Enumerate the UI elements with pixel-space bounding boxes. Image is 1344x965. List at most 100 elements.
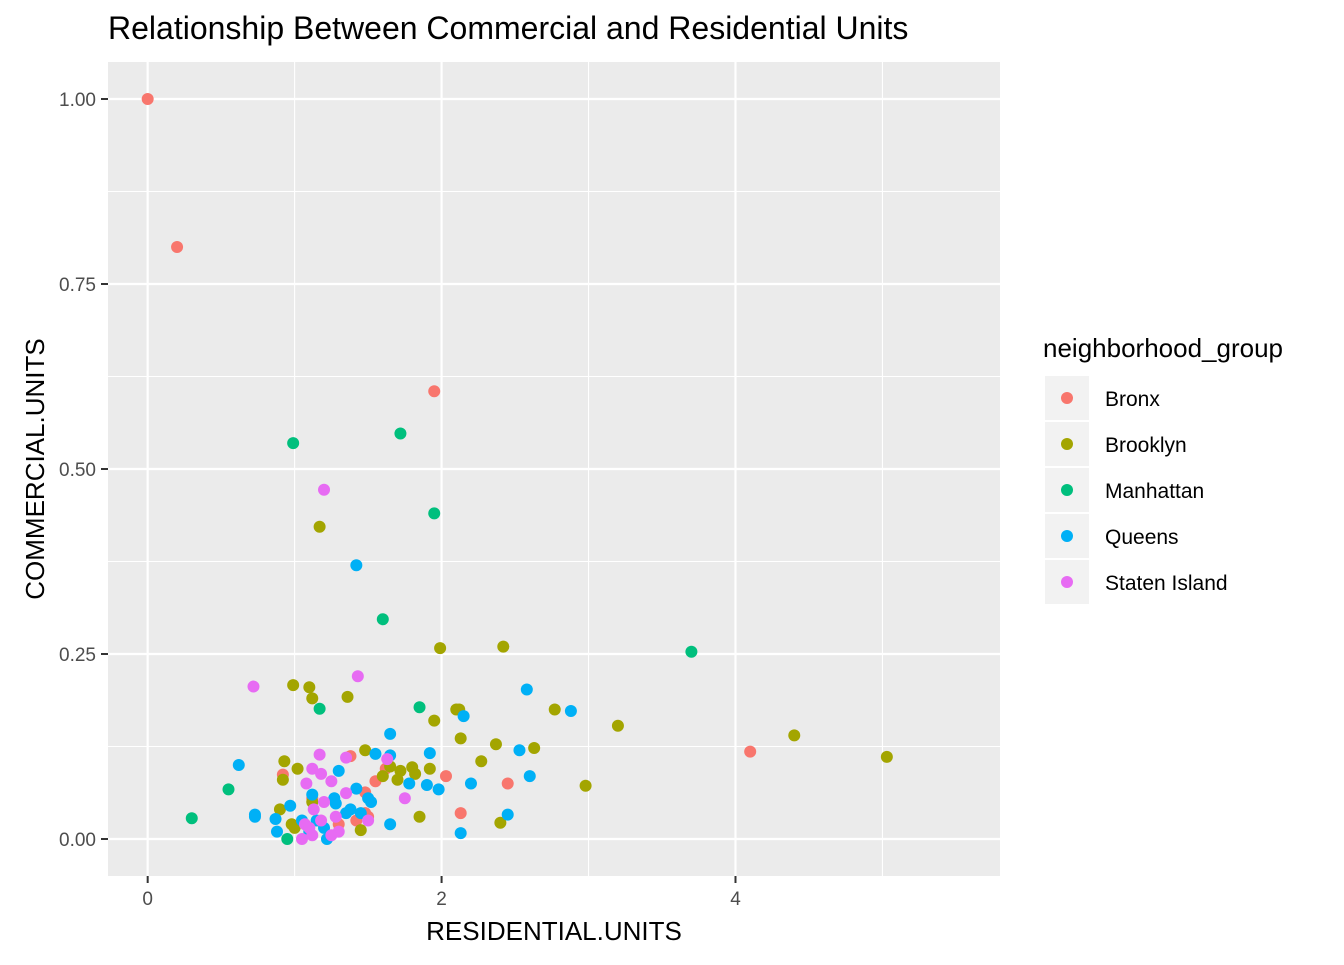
- data-point-staten-island: [313, 748, 326, 761]
- data-point-staten-island: [362, 814, 375, 827]
- chart-title: Relationship Between Commercial and Resi…: [108, 10, 908, 46]
- legend-swatch-queens: [1061, 530, 1073, 542]
- data-point-staten-island: [325, 829, 338, 842]
- data-point-brooklyn: [285, 818, 298, 831]
- data-point-staten-island: [315, 814, 328, 827]
- data-point-queens: [269, 813, 282, 826]
- data-point-queens: [248, 810, 261, 823]
- data-point-queens: [350, 559, 363, 572]
- data-point-queens: [384, 727, 397, 740]
- data-point-brooklyn: [359, 744, 372, 757]
- legend-label-staten-island: Staten Island: [1105, 572, 1228, 595]
- legend-swatch-manhattan: [1061, 484, 1073, 496]
- data-point-queens: [306, 788, 319, 801]
- y-axis: 0.00 0.25 0.50 0.75 1.00: [59, 90, 108, 851]
- data-point-brooklyn: [376, 770, 389, 783]
- data-point-staten-island: [381, 753, 394, 766]
- data-point-brooklyn: [494, 816, 507, 829]
- data-point-manhattan: [428, 507, 441, 520]
- data-point-queens: [369, 747, 382, 760]
- data-point-staten-island: [303, 821, 316, 834]
- data-point-manhattan: [413, 701, 426, 714]
- y-tick-label: 0.50: [59, 460, 96, 481]
- data-point-queens: [329, 797, 342, 810]
- data-point-brooklyn: [409, 767, 422, 780]
- data-point-staten-island: [306, 762, 319, 775]
- legend-items: Bronx Brooklyn Manhattan Queens Staten Islan…: [1045, 376, 1228, 604]
- data-point-brooklyn: [313, 520, 326, 533]
- data-point-staten-island: [318, 483, 331, 496]
- data-point-staten-island: [307, 803, 320, 816]
- data-point-queens: [513, 744, 526, 757]
- data-point-queens: [464, 777, 477, 790]
- data-point-brooklyn: [548, 703, 561, 716]
- data-point-staten-island: [398, 792, 411, 805]
- grid-major: [108, 62, 1000, 876]
- data-point-manhattan: [281, 833, 294, 845]
- data-point-manhattan: [394, 427, 407, 440]
- data-point-bronx: [171, 241, 184, 253]
- y-tick-label: 0.75: [59, 275, 96, 296]
- data-point-bronx: [428, 385, 441, 398]
- data-point-brooklyn: [880, 750, 893, 763]
- legend-label-manhattan: Manhattan: [1105, 480, 1204, 503]
- data-point-brooklyn: [413, 810, 426, 823]
- data-point-queens: [332, 764, 345, 777]
- data-point-staten-island: [340, 751, 353, 764]
- data-point-queens: [270, 825, 283, 838]
- y-tick-label: 0.00: [59, 830, 96, 851]
- data-point-brooklyn: [391, 773, 404, 786]
- data-point-queens: [350, 782, 363, 795]
- data-point-brooklyn: [434, 642, 447, 655]
- data-point-queens: [340, 807, 353, 820]
- data-point-queens: [520, 683, 533, 696]
- legend-label-brooklyn: Brooklyn: [1105, 434, 1187, 457]
- data-point-queens: [403, 777, 416, 790]
- data-points: [141, 93, 893, 845]
- x-tick-label: 0: [142, 889, 153, 910]
- data-point-brooklyn: [611, 719, 624, 732]
- data-point-queens: [232, 759, 245, 771]
- data-point-brooklyn: [528, 741, 541, 754]
- data-point-brooklyn: [303, 681, 316, 694]
- data-point-queens: [284, 799, 297, 812]
- data-point-brooklyn: [287, 679, 300, 692]
- data-point-manhattan: [185, 812, 198, 825]
- data-point-brooklyn: [306, 692, 319, 705]
- legend: neighborhood_group Bronx Brooklyn Manhatta…: [1043, 333, 1283, 604]
- data-point-brooklyn: [428, 714, 441, 727]
- data-point-bronx: [501, 777, 514, 790]
- data-point-bronx: [454, 807, 467, 820]
- data-point-brooklyn: [273, 803, 286, 816]
- data-point-manhattan: [222, 783, 235, 796]
- legend-label-bronx: Bronx: [1105, 388, 1160, 411]
- y-tick-label: 1.00: [59, 90, 96, 111]
- data-point-brooklyn: [423, 762, 436, 775]
- data-point-brooklyn: [489, 738, 502, 751]
- data-point-queens: [454, 827, 467, 840]
- data-point-manhattan: [376, 613, 389, 626]
- data-point-manhattan: [685, 645, 698, 658]
- data-point-queens: [420, 778, 433, 791]
- data-point-staten-island: [325, 775, 338, 788]
- data-point-queens: [523, 770, 536, 783]
- legend-swatch-bronx: [1061, 392, 1073, 404]
- x-tick-label: 4: [730, 889, 741, 910]
- data-point-staten-island: [315, 767, 328, 780]
- data-point-bronx: [141, 93, 154, 105]
- legend-swatch-staten-island: [1061, 576, 1073, 588]
- data-point-staten-island: [247, 680, 260, 693]
- data-point-queens: [354, 807, 367, 820]
- data-point-queens: [501, 808, 514, 821]
- data-point-brooklyn: [788, 729, 801, 742]
- data-point-queens: [365, 796, 378, 808]
- data-point-brooklyn: [341, 690, 354, 703]
- data-point-staten-island: [300, 777, 313, 790]
- x-axis: 0 2 4: [142, 876, 741, 910]
- data-point-brooklyn: [278, 755, 291, 768]
- legend-title: neighborhood_group: [1043, 333, 1283, 363]
- data-point-brooklyn: [354, 824, 367, 837]
- data-point-staten-island: [318, 796, 331, 808]
- data-point-brooklyn: [291, 762, 304, 775]
